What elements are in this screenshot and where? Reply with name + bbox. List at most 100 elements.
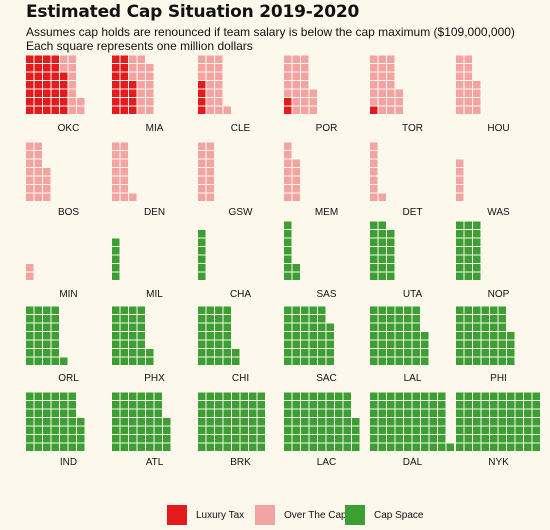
- waffle-square: [490, 435, 498, 443]
- waffle-square: [473, 426, 481, 434]
- waffle-square: [387, 264, 395, 272]
- waffle-square: [456, 168, 464, 176]
- waffle-square: [112, 272, 120, 280]
- waffle-square: [473, 238, 481, 246]
- waffle-square: [301, 64, 309, 72]
- waffle-square: [498, 426, 506, 434]
- waffle-square: [292, 401, 300, 409]
- waffle-square: [51, 401, 59, 409]
- waffle-square: [68, 81, 76, 89]
- waffle-square: [490, 340, 498, 348]
- waffle-square: [378, 392, 386, 400]
- waffle-square: [473, 315, 481, 323]
- waffle-square: [284, 426, 292, 434]
- waffle-square: [507, 435, 515, 443]
- waffle-square: [292, 332, 300, 340]
- waffle-square: [68, 72, 76, 80]
- team-label: DET: [403, 207, 423, 218]
- waffle-square: [456, 272, 464, 280]
- waffle-square: [206, 340, 214, 348]
- waffle-square: [335, 392, 343, 400]
- waffle-square: [464, 409, 472, 417]
- waffle-square: [429, 426, 437, 434]
- waffle-square: [198, 306, 206, 314]
- waffle-square: [137, 89, 145, 97]
- waffle-square: [309, 315, 317, 323]
- waffle-square: [490, 409, 498, 417]
- waffle-square: [370, 409, 378, 417]
- waffle-square: [412, 401, 420, 409]
- team-label: DAL: [403, 457, 423, 468]
- waffle-square: [456, 106, 464, 114]
- waffle-square: [51, 435, 59, 443]
- waffle-square: [507, 426, 515, 434]
- waffle-square: [301, 332, 309, 340]
- waffle-square: [198, 151, 206, 159]
- waffle-square: [481, 323, 489, 331]
- waffle-square: [137, 418, 145, 426]
- waffle-square: [240, 435, 248, 443]
- waffle-square: [206, 426, 214, 434]
- waffle-square: [326, 323, 334, 331]
- waffle-square: [301, 357, 309, 365]
- waffle-square: [146, 426, 154, 434]
- waffle-square: [26, 392, 34, 400]
- waffle-square: [532, 392, 540, 400]
- team-waffle-sac: SAC: [284, 306, 337, 384]
- waffle-square: [404, 392, 412, 400]
- waffle-square: [326, 418, 334, 426]
- waffle-square: [473, 255, 481, 263]
- waffle-square: [51, 315, 59, 323]
- waffle-square: [120, 435, 128, 443]
- team-waffle-lal: LAL: [370, 306, 429, 384]
- waffle-square: [335, 426, 343, 434]
- waffle-square: [404, 426, 412, 434]
- waffle-square: [404, 315, 412, 323]
- waffle-square: [343, 435, 351, 443]
- waffle-square: [309, 332, 317, 340]
- waffle-square: [232, 401, 240, 409]
- waffle-square: [34, 435, 42, 443]
- waffle-square: [456, 264, 464, 272]
- waffle-square: [223, 340, 231, 348]
- waffle-square: [292, 392, 300, 400]
- team-label: OKC: [58, 123, 80, 134]
- waffle-square: [129, 443, 137, 451]
- waffle-square: [378, 106, 386, 114]
- waffle-square: [154, 426, 162, 434]
- waffle-square: [198, 142, 206, 150]
- waffle-square: [532, 409, 540, 417]
- waffle-square: [292, 306, 300, 314]
- waffle-square: [395, 306, 403, 314]
- waffle-square: [370, 81, 378, 89]
- waffle-square: [456, 89, 464, 97]
- waffle-square: [137, 106, 145, 114]
- waffle-square: [378, 272, 386, 280]
- team-label: ATL: [146, 457, 164, 468]
- waffle-square: [532, 418, 540, 426]
- waffle-square: [51, 332, 59, 340]
- waffle-square: [370, 306, 378, 314]
- waffle-square: [26, 272, 34, 280]
- waffle-square: [51, 340, 59, 348]
- waffle-square: [26, 64, 34, 72]
- waffle-square: [206, 401, 214, 409]
- waffle-square: [198, 81, 206, 89]
- waffle-square: [438, 392, 446, 400]
- waffle-square: [112, 55, 120, 63]
- team-waffle-nop: NOP: [456, 221, 510, 300]
- waffle-square: [370, 142, 378, 150]
- waffle-square: [498, 315, 506, 323]
- team-waffle-min: MIN: [26, 264, 78, 300]
- waffle-square: [232, 409, 240, 417]
- waffle-square: [51, 64, 59, 72]
- team-waffle-lac: LAC: [284, 392, 360, 468]
- team-label: LAC: [317, 457, 336, 468]
- waffle-square: [456, 55, 464, 63]
- waffle-square: [284, 55, 292, 63]
- waffle-square: [378, 255, 386, 263]
- waffle-square: [215, 418, 223, 426]
- waffle-square: [34, 357, 42, 365]
- waffle-square: [43, 409, 51, 417]
- waffle-square: [26, 349, 34, 357]
